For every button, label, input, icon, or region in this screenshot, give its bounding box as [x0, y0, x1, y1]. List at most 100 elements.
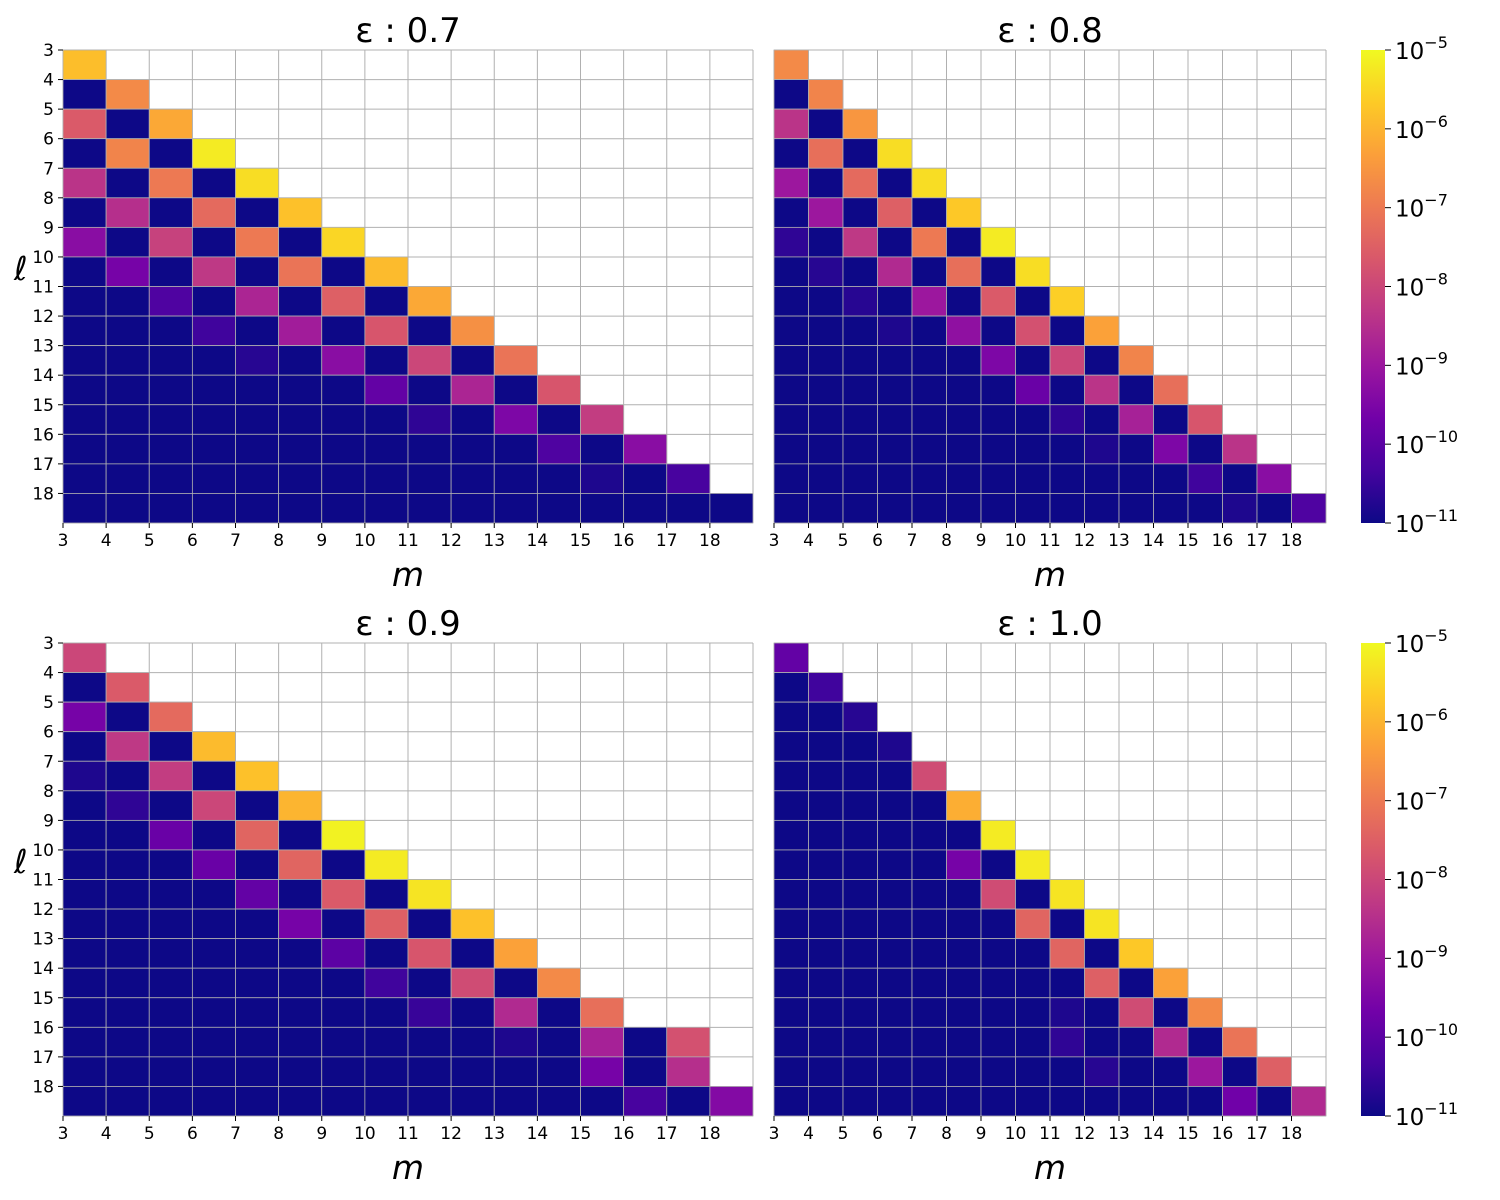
heatmap-cell [808, 908, 844, 940]
heatmap-cell [773, 256, 809, 287]
heatmap-cell [666, 1056, 711, 1087]
heatmap-cell [808, 760, 844, 792]
heatmap-cell [321, 493, 366, 524]
heatmap-cell [321, 1086, 366, 1117]
colorbar-tick-label: 10−11 [1395, 506, 1458, 538]
heatmap-cell [62, 849, 107, 880]
heatmap-cell [105, 463, 150, 494]
heatmap-cell [191, 760, 236, 792]
heatmap-cell [235, 938, 280, 969]
heatmap-cell [191, 819, 236, 851]
heatmap-cell [877, 938, 913, 969]
heatmap-cell [191, 433, 236, 465]
heatmap-cell [946, 997, 982, 1028]
heatmap-cell [877, 1026, 913, 1058]
heatmap-cell [1084, 967, 1120, 999]
x-tick-label: 16 [613, 1124, 635, 1144]
y-tick-label: 15 [32, 396, 54, 416]
heatmap-cell [62, 404, 107, 435]
heatmap-cell [808, 849, 844, 880]
x-tick-label: 9 [976, 1124, 987, 1144]
heatmap-cell [536, 493, 581, 524]
heatmap-cell [877, 404, 913, 435]
x-tick-label: 14 [1143, 531, 1165, 551]
heatmap-cell [493, 938, 538, 969]
heatmap-cell [842, 463, 878, 494]
colorbar-tick-label: 10−7 [1395, 191, 1448, 223]
heatmap-cell [946, 197, 982, 228]
x-tick-label: 16 [1212, 1124, 1234, 1144]
heatmap-cell [407, 433, 452, 465]
x-tick-label: 10 [1005, 531, 1027, 551]
colorbar-2: 10−5 10−6 10−7 10−8 10−9 10−10 10−11 [1361, 626, 1458, 1131]
heatmap-cell [773, 879, 809, 910]
x-tick-label: 7 [907, 531, 918, 551]
heatmap-cell [877, 790, 913, 821]
heatmap-cell [946, 879, 982, 910]
heatmap-cell [773, 790, 809, 821]
heatmap-cell [62, 731, 107, 762]
heatmap-cell [191, 345, 236, 376]
panel-title: ε : 0.7 [355, 11, 461, 51]
heatmap-cell [191, 879, 236, 910]
heatmap-cell [235, 760, 280, 792]
heatmap-cell [536, 1026, 581, 1058]
heatmap-cell [773, 463, 809, 494]
heatmap-cell [980, 908, 1016, 940]
heatmap-cell [235, 879, 280, 910]
heatmap-cell [1222, 463, 1258, 494]
heatmap-cell [911, 997, 947, 1028]
heatmap-cell [105, 374, 150, 406]
heatmap-cell [105, 226, 150, 258]
heatmap-cell [148, 849, 193, 880]
heatmap-cell [773, 374, 809, 406]
y-tick-label: 5 [43, 100, 54, 120]
x-tick-label: 16 [613, 531, 635, 551]
x-tick-label: 13 [483, 1124, 505, 1144]
heatmap-cell [493, 463, 538, 494]
heatmap-cell [946, 404, 982, 435]
heatmap-cell [773, 493, 809, 524]
heatmap-cell [877, 167, 913, 199]
heatmap-cell [536, 967, 581, 999]
heatmap-cell [1015, 1026, 1051, 1058]
heatmap-cell [235, 256, 280, 287]
heatmap-cell [278, 1056, 323, 1087]
x-tick-label: 10 [1005, 1124, 1027, 1144]
heatmap-cell [1015, 879, 1051, 910]
heatmap-cell [493, 1026, 538, 1058]
x-tick-label: 7 [230, 531, 241, 551]
colorbar-tick-label: 10−9 [1395, 348, 1448, 380]
heatmap-cell [148, 1026, 193, 1058]
heatmap-cell [980, 1056, 1016, 1087]
heatmap-cell [842, 315, 878, 347]
heatmap-cell [364, 938, 409, 969]
heatmap-cell [148, 374, 193, 406]
heatmap-cell [105, 1026, 150, 1058]
heatmap-cell [62, 1086, 107, 1117]
heatmap-cell [62, 108, 107, 140]
heatmap-cell [407, 493, 452, 524]
heatmap-cell [450, 345, 495, 376]
heatmap-cell [450, 908, 495, 940]
heatmap-cell [773, 197, 809, 228]
y-tick-label: 6 [43, 130, 54, 150]
colorbar-1: 10−5 10−6 10−7 10−8 10−9 10−10 10−11 [1361, 33, 1458, 538]
heatmap-cell [1015, 493, 1051, 524]
x-tick-label: 4 [803, 1124, 814, 1144]
heatmap-cell [580, 1026, 625, 1058]
x-tick-label: 8 [941, 1124, 952, 1144]
heatmap-cell [1187, 404, 1223, 435]
heatmap-cell [842, 731, 878, 762]
heatmap-cell [235, 197, 280, 228]
heatmap-cell [450, 315, 495, 347]
heatmap-cell [235, 790, 280, 821]
y-tick-label: 6 [43, 723, 54, 743]
heatmap-cell [877, 256, 913, 287]
heatmap-cell [773, 108, 809, 140]
heatmap-cell [62, 672, 107, 703]
heatmap-cell [980, 819, 1016, 851]
heatmap-cell [842, 108, 878, 140]
heatmap-cell [808, 819, 844, 851]
heatmap-cell [808, 79, 844, 110]
